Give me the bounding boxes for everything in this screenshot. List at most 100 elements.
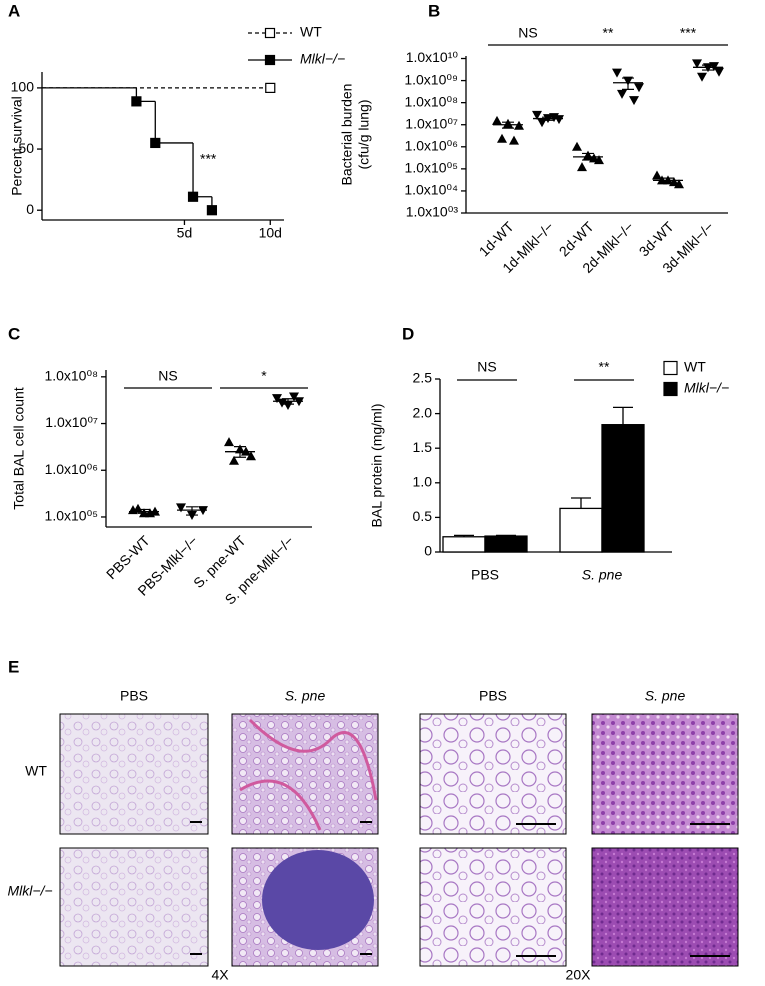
marker [150, 137, 161, 149]
micrograph [59, 713, 209, 835]
magnification-label: 4X [211, 967, 229, 983]
column-header: S. pne [285, 688, 326, 704]
y-axis-label: Bacterial burden [339, 84, 355, 186]
data-point [509, 135, 519, 145]
significance: NS [518, 25, 537, 41]
significance: NS [158, 368, 177, 384]
data-point [497, 133, 507, 143]
marker [265, 82, 276, 94]
error-bar [571, 497, 591, 509]
y-tick-label: 1.0x10⁰⁴ [404, 182, 458, 198]
significance: ** [599, 359, 610, 375]
y-axis-label: Percent survival [9, 96, 25, 196]
legend-label: Mlkl−/− [300, 51, 345, 67]
x-tick-label: 10d [259, 225, 282, 241]
panel-label: D [402, 324, 414, 343]
error-bar [282, 398, 294, 405]
micrograph [591, 713, 739, 835]
data-point [176, 503, 186, 513]
data-point [692, 59, 702, 69]
y-tick-label: 1.0x10¹⁰ [406, 49, 459, 65]
data-point [272, 394, 282, 404]
y-tick-label: 1.0x10⁰⁵ [45, 508, 98, 524]
panel-label: E [8, 657, 19, 676]
data-point [572, 141, 582, 151]
tissue-detail [239, 718, 378, 831]
row-label: WT [25, 763, 47, 779]
x-tick-label: PBS [471, 567, 499, 583]
marker [206, 205, 218, 216]
data-point [283, 400, 293, 410]
bar [559, 507, 603, 553]
error-bar [502, 121, 514, 129]
column-header: S. pne [645, 688, 686, 704]
y-tick-label: 1.0x10⁰⁷ [45, 414, 98, 430]
y-tick-label: 1.0x10⁰⁸ [44, 368, 98, 384]
scale-bars [190, 821, 730, 957]
bar [601, 424, 645, 553]
error-bar [622, 77, 634, 90]
data-point [492, 115, 502, 125]
y-tick-label: 1.0x10⁰⁶ [405, 137, 458, 153]
data-point [224, 437, 234, 447]
error-bar [542, 116, 554, 121]
error-bar [234, 446, 246, 458]
y-tick-label: 2.5 [413, 370, 433, 386]
data-point [629, 96, 639, 106]
data-point [634, 83, 644, 93]
legend-marker [264, 54, 276, 66]
y-axis-label: Total BAL cell count [11, 387, 27, 510]
y-tick-label: 50 [18, 140, 34, 156]
legend-label: WT [300, 24, 322, 40]
tissue-detail [262, 850, 374, 950]
data-point [537, 118, 547, 128]
significance: *** [200, 151, 217, 167]
column-header: PBS [120, 688, 148, 704]
data-point [612, 68, 622, 78]
data-point [133, 503, 143, 513]
legend-label: WT [684, 359, 706, 375]
error-bar [582, 152, 594, 161]
marker [187, 191, 199, 202]
panel-label: C [8, 324, 20, 343]
y-tick-label: 1.0x10⁰³ [406, 204, 459, 220]
data-point [652, 170, 662, 180]
error-bar [186, 506, 198, 516]
error-bar [702, 64, 714, 71]
error-bar [613, 406, 633, 425]
y-axis-label: (cfu/g lung) [356, 99, 372, 169]
legend-swatch [663, 381, 678, 397]
x-tick-label: S. pne [582, 567, 623, 583]
data-point [289, 392, 299, 402]
error-bar [138, 508, 150, 514]
data-point [697, 72, 707, 82]
y-tick-label: 0.5 [413, 508, 433, 524]
y-tick-label: 1.0x10⁰⁸ [404, 93, 458, 109]
data-point [246, 451, 256, 461]
bar [442, 536, 486, 553]
data-point [532, 110, 542, 120]
magnification-label: 20X [566, 967, 592, 983]
data-point [669, 177, 679, 187]
micrograph [419, 713, 567, 835]
legend-swatch [663, 360, 678, 376]
row-label: Mlkl−/− [7, 883, 52, 899]
significance: *** [680, 25, 697, 41]
y-tick-label: 1.0x10⁰⁷ [405, 115, 458, 131]
panel-label: A [8, 1, 20, 20]
y-tick-label: 1.0x10⁰⁶ [45, 461, 98, 477]
y-tick-label: 1.5 [413, 439, 433, 455]
micrograph [591, 847, 739, 967]
significance: NS [477, 359, 496, 375]
y-axis-label: BAL protein (mg/ml) [369, 404, 385, 528]
column-header: PBS [479, 688, 507, 704]
panel-e: E PBS S. pne PBS S. pne WT Mlkl−/− 4X 20… [7, 657, 739, 983]
y-tick-label: 1.0x10⁰⁹ [404, 71, 458, 87]
significance: * [261, 368, 267, 384]
y-tick-label: 2.0 [413, 404, 433, 420]
y-tick-label: 1.0x10⁰⁵ [405, 160, 458, 176]
legend-marker [264, 27, 276, 39]
data-point [714, 67, 724, 77]
micrograph [231, 713, 379, 835]
